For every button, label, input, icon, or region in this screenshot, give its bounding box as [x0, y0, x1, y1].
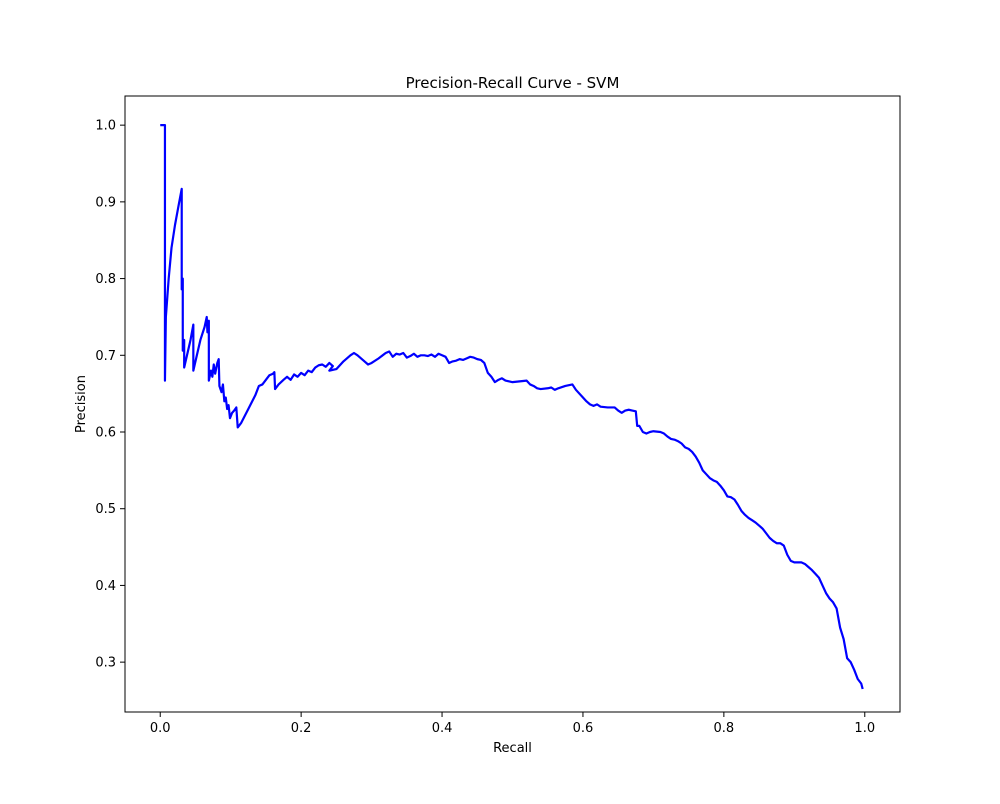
y-tick-label: 0.4 [95, 579, 116, 594]
x-axis-label: Recall [493, 741, 532, 756]
pr-curve-line-0 [160, 124, 864, 690]
chart-title: Precision-Recall Curve - SVM [406, 74, 620, 92]
x-tick-label: 0.4 [432, 721, 453, 736]
curve-layer [160, 124, 864, 690]
y-tick-label: 1.0 [95, 119, 116, 134]
x-tick-label: 1.0 [854, 721, 875, 736]
y-tick-label: 0.8 [95, 272, 116, 287]
y-axis-ticks: 0.3 0.4 0.5 0.6 0.7 0.8 0.9 1.0 [95, 119, 125, 671]
x-tick-label: 0.0 [150, 721, 171, 736]
y-tick-label: 0.9 [95, 195, 116, 210]
x-tick-label: 0.2 [291, 721, 312, 736]
y-tick-label: 0.5 [95, 502, 116, 517]
x-tick-label: 0.6 [573, 721, 594, 736]
axes-frame [124, 95, 901, 713]
y-tick-label: 0.7 [95, 349, 116, 364]
y-axis-label: Precision [74, 375, 89, 433]
x-axis-ticks: 0.0 0.2 0.4 0.6 0.8 1.0 [150, 712, 875, 736]
y-tick-label: 0.3 [95, 656, 116, 671]
x-tick-label: 0.8 [714, 721, 735, 736]
plot-area: 0.0 0.2 0.4 0.6 0.8 1.0 0.3 0.4 0.5 0.6 0.7 0.8 0.9… [95, 95, 901, 736]
y-tick-label: 0.6 [95, 426, 116, 441]
